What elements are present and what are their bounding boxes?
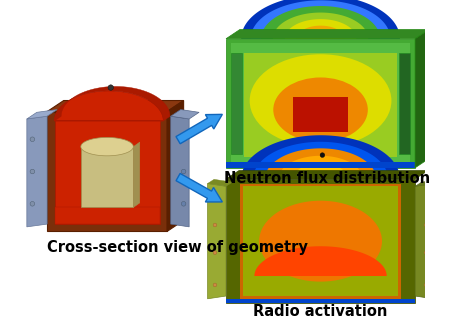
Polygon shape	[207, 180, 232, 186]
Polygon shape	[293, 97, 348, 132]
Polygon shape	[47, 112, 167, 231]
Polygon shape	[415, 183, 434, 299]
Polygon shape	[54, 119, 159, 224]
Polygon shape	[415, 29, 429, 168]
Polygon shape	[226, 299, 415, 303]
Polygon shape	[81, 147, 133, 207]
Circle shape	[424, 251, 428, 254]
Text: Neutron flux distribution: Neutron flux distribution	[224, 171, 430, 186]
Polygon shape	[226, 171, 428, 179]
Polygon shape	[81, 137, 133, 156]
Circle shape	[213, 223, 217, 227]
Polygon shape	[261, 6, 380, 39]
Polygon shape	[265, 148, 376, 179]
Polygon shape	[226, 29, 429, 39]
Polygon shape	[255, 246, 387, 276]
Ellipse shape	[250, 54, 391, 147]
Polygon shape	[54, 207, 159, 224]
Polygon shape	[27, 116, 47, 227]
Polygon shape	[47, 100, 183, 112]
Circle shape	[424, 283, 428, 287]
Polygon shape	[231, 52, 242, 154]
Polygon shape	[167, 100, 183, 231]
Polygon shape	[273, 12, 368, 39]
Polygon shape	[226, 162, 415, 168]
Polygon shape	[245, 52, 397, 157]
Polygon shape	[176, 114, 222, 144]
Polygon shape	[226, 39, 415, 168]
Circle shape	[30, 202, 35, 206]
Polygon shape	[54, 91, 164, 121]
Polygon shape	[415, 180, 440, 186]
Text: Cross-section view of geometry: Cross-section view of geometry	[47, 240, 308, 255]
Polygon shape	[240, 183, 401, 299]
Circle shape	[30, 137, 35, 141]
Polygon shape	[293, 164, 348, 179]
Text: Radio activation: Radio activation	[253, 304, 388, 319]
Polygon shape	[176, 173, 222, 202]
Ellipse shape	[273, 77, 368, 142]
Polygon shape	[54, 86, 170, 121]
Circle shape	[213, 251, 217, 254]
Polygon shape	[226, 179, 415, 303]
Polygon shape	[253, 142, 388, 179]
Polygon shape	[27, 109, 57, 119]
Polygon shape	[231, 43, 410, 163]
Polygon shape	[171, 116, 189, 227]
Polygon shape	[279, 156, 363, 179]
Circle shape	[181, 169, 186, 174]
Polygon shape	[241, 135, 400, 179]
Circle shape	[181, 202, 186, 206]
Circle shape	[424, 223, 428, 227]
Circle shape	[320, 153, 325, 157]
Polygon shape	[133, 142, 140, 207]
Polygon shape	[241, 0, 400, 39]
Polygon shape	[243, 186, 399, 296]
Polygon shape	[207, 183, 226, 299]
Polygon shape	[285, 19, 356, 39]
Circle shape	[108, 85, 114, 90]
Polygon shape	[171, 109, 199, 119]
Circle shape	[30, 169, 35, 174]
Polygon shape	[400, 52, 410, 154]
Ellipse shape	[259, 201, 382, 282]
Polygon shape	[297, 26, 344, 39]
Polygon shape	[251, 0, 390, 39]
Circle shape	[213, 283, 217, 287]
Circle shape	[181, 137, 186, 141]
